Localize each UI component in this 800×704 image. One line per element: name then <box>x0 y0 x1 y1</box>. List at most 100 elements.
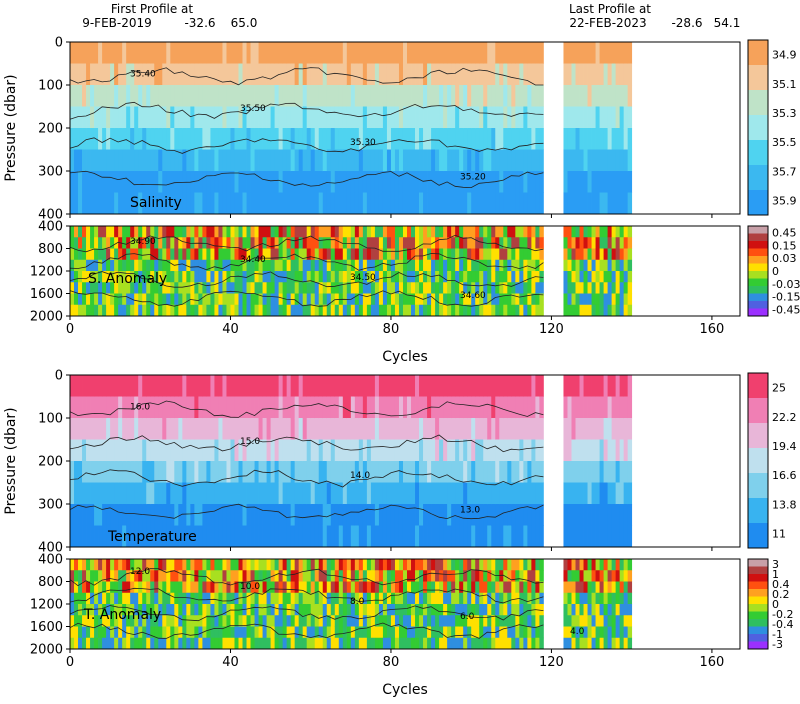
heatmap-cell <box>523 271 528 283</box>
heatmap-cell <box>411 63 416 86</box>
heatmap-cell <box>266 293 271 306</box>
heatmap-cell <box>174 293 179 306</box>
heatmap-cell <box>230 149 235 172</box>
heatmap-cell <box>407 637 412 650</box>
heatmap-cell <box>463 192 468 215</box>
heatmap-cell <box>338 63 344 86</box>
heatmap-cell <box>282 504 288 526</box>
heatmap-cell <box>519 85 524 107</box>
heatmap-cell <box>539 626 544 639</box>
heatmap-cell <box>150 396 155 419</box>
contour-line <box>69 67 544 86</box>
heatmap-cell <box>90 581 95 594</box>
heatmap-cell <box>427 439 432 462</box>
heatmap-cell <box>627 637 633 650</box>
heatmap-cell <box>350 106 356 129</box>
heatmap-cell <box>358 42 364 64</box>
heatmap-cell <box>611 482 617 505</box>
heatmap-cell <box>90 259 95 272</box>
heatmap-cell <box>154 604 159 616</box>
heatmap-cell <box>627 63 633 86</box>
heatmap-cell <box>579 149 584 172</box>
heatmap-cell <box>523 461 528 483</box>
heatmap-cell <box>579 570 584 582</box>
heatmap-cell <box>407 237 412 249</box>
heatmap-cell <box>591 282 596 294</box>
colorbar-segment <box>748 233 768 242</box>
heatmap-cell <box>595 604 600 616</box>
heatmap-cell <box>479 42 484 64</box>
heatmap-cell <box>495 375 500 397</box>
heatmap-cell <box>218 171 223 193</box>
heatmap-cell <box>402 559 408 571</box>
heatmap-cell <box>455 226 460 238</box>
heatmap-cell <box>382 581 388 594</box>
heatmap-cell <box>563 439 568 462</box>
heatmap-cell <box>455 85 460 107</box>
heatmap-cell <box>615 439 621 462</box>
heatmap-cell <box>527 293 532 306</box>
heatmap-cell <box>78 248 83 261</box>
x-tick-label: 40 <box>222 655 239 670</box>
heatmap-cell <box>234 149 239 172</box>
heatmap-cell <box>455 439 460 462</box>
heatmap-cell <box>186 482 191 505</box>
heatmap-cell <box>471 282 476 294</box>
heatmap-cell <box>431 604 436 616</box>
heatmap-cell <box>531 293 536 306</box>
heatmap-cell <box>258 237 263 249</box>
heatmap-cell <box>262 293 267 306</box>
heatmap-cell <box>435 271 440 283</box>
heatmap-cell <box>262 304 267 317</box>
heatmap-cell <box>539 248 544 261</box>
heatmap-cell <box>94 192 99 215</box>
heatmap-cell <box>611 570 617 582</box>
heatmap-cell <box>619 149 625 172</box>
heatmap-cell <box>447 226 452 238</box>
heatmap-cell <box>402 396 408 419</box>
heatmap-cell <box>615 559 621 571</box>
heatmap-cell <box>443 226 448 238</box>
heatmap-cell <box>531 396 536 419</box>
heatmap-cell <box>579 375 584 397</box>
heatmap-cell <box>507 248 512 261</box>
heatmap-cell <box>338 375 344 397</box>
heatmap-cell <box>166 461 171 483</box>
heatmap-cell <box>398 592 404 605</box>
heatmap-cell <box>250 592 255 605</box>
heatmap-cell <box>70 226 75 238</box>
heatmap-cell <box>467 461 472 483</box>
heatmap-cell <box>206 259 211 272</box>
heatmap-cell <box>495 171 500 193</box>
heatmap-cell <box>158 626 163 639</box>
heatmap-cell <box>254 171 259 193</box>
heatmap-cell <box>278 128 284 150</box>
heatmap-cell <box>447 375 452 397</box>
heatmap-cell <box>427 271 432 283</box>
heatmap-cell <box>619 282 625 294</box>
colorbar-tick-label: 13.8 <box>772 498 797 511</box>
heatmap-cell <box>467 85 472 107</box>
heatmap-cell <box>282 396 288 419</box>
heatmap-cell <box>190 626 195 639</box>
heatmap-cell <box>507 592 512 605</box>
y-tick-label: 800 <box>38 575 63 590</box>
heatmap-cell <box>158 304 163 317</box>
heatmap-cell <box>475 192 480 215</box>
heatmap-cell <box>134 581 139 594</box>
heatmap-cell <box>250 42 255 64</box>
heatmap-cell <box>378 128 384 150</box>
heatmap-cell <box>150 581 155 594</box>
heatmap-cell <box>318 106 324 129</box>
heatmap-cell <box>531 171 536 193</box>
heatmap-cell <box>310 439 316 462</box>
heatmap-cell <box>567 637 572 650</box>
heatmap-cell <box>346 637 352 650</box>
heatmap-cell <box>471 237 476 249</box>
heatmap-cell <box>511 418 516 440</box>
heatmap-cell <box>190 259 195 272</box>
heatmap-cell <box>483 271 488 283</box>
heatmap-cell <box>515 570 520 582</box>
heatmap-cell <box>523 482 528 505</box>
heatmap-cell <box>475 626 480 639</box>
